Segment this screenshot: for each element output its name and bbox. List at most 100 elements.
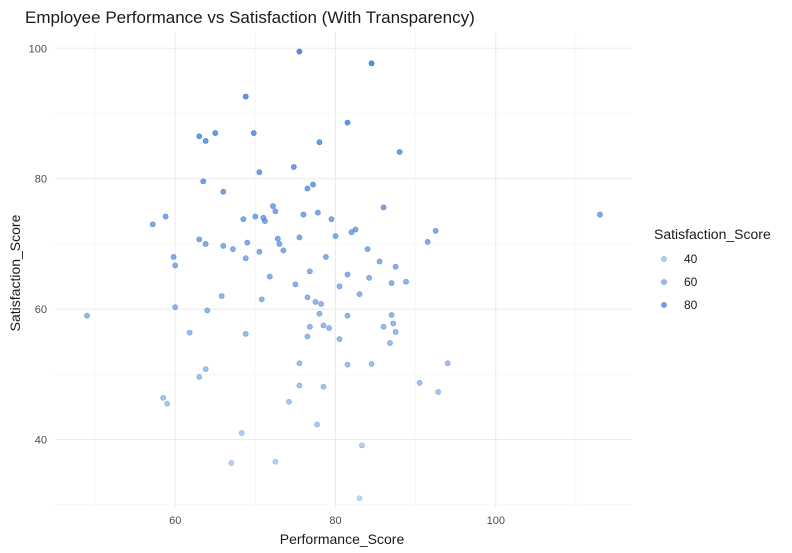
scatter-point — [424, 239, 431, 245]
scatter-point — [252, 213, 259, 220]
x-tick-label: 80 — [329, 515, 341, 527]
scatter-point — [304, 294, 311, 301]
scatter-point — [274, 235, 281, 242]
scatter-point — [304, 333, 311, 340]
scatter-point — [310, 181, 316, 188]
scatter-point — [170, 254, 177, 260]
scatter-point — [220, 188, 227, 195]
scatter-point — [320, 383, 327, 390]
y-tick-label: 40 — [35, 435, 47, 447]
scatter-point — [162, 213, 169, 220]
scatter-point — [388, 280, 395, 286]
major-gridlines — [55, 32, 632, 508]
scatter-point — [296, 382, 303, 389]
scatter-point — [359, 442, 365, 449]
scatter-point — [356, 291, 363, 298]
scatter-point — [244, 239, 251, 246]
legend-key — [661, 279, 667, 285]
scatter-point — [316, 310, 323, 317]
scatter-point — [200, 178, 207, 185]
scatter-point — [432, 227, 439, 234]
scatter-point — [364, 246, 371, 253]
scatter-point — [380, 204, 387, 211]
scatter-point — [296, 360, 303, 367]
scatter-point — [202, 366, 209, 373]
scatter-point — [242, 331, 249, 337]
scatter-point — [392, 263, 399, 270]
scatter-point — [296, 234, 303, 241]
scatter-point — [149, 221, 156, 228]
scatter-point — [276, 241, 283, 247]
scatter-point — [172, 262, 179, 269]
scatter-point — [356, 495, 363, 502]
scatter-point — [316, 139, 323, 146]
scatter-point — [336, 336, 343, 343]
scatter-point — [258, 296, 265, 303]
scatter-point — [306, 268, 313, 275]
legend-label: 40 — [684, 252, 698, 266]
scatter-point — [336, 283, 343, 290]
scatter-point — [314, 209, 321, 216]
scatter-point — [322, 254, 329, 260]
legend-label: 80 — [684, 298, 698, 312]
scatter-point — [304, 185, 311, 192]
scatter-point — [388, 312, 395, 318]
scatter-point — [218, 293, 225, 299]
scatter-point — [272, 208, 279, 215]
scatter-point — [328, 216, 335, 223]
scatter-point — [312, 299, 319, 305]
scatter-point — [266, 273, 273, 280]
scatter-point — [380, 323, 387, 330]
scatter-point — [272, 458, 279, 465]
scatter-point — [403, 278, 409, 285]
legend-title: Satisfaction_Score — [654, 226, 771, 242]
scatter-point — [238, 430, 245, 436]
scatter-point — [387, 340, 393, 346]
scatter-point — [230, 246, 236, 253]
scatter-point — [390, 320, 397, 327]
scatter-point — [196, 133, 203, 140]
scatter-point — [242, 93, 249, 100]
scatter-point — [416, 379, 423, 386]
legend-key — [661, 256, 667, 262]
scatter-point — [202, 137, 209, 144]
y-axis-tick-labels: 40 60 80 100 — [29, 43, 47, 446]
scatter-point — [344, 119, 351, 126]
scatter-point — [348, 229, 355, 236]
scatter-point — [366, 274, 373, 281]
scatter-points — [84, 48, 603, 502]
scatter-point — [196, 374, 203, 380]
scatter-point — [270, 203, 276, 209]
scatter-point — [292, 281, 299, 288]
scatter-point — [84, 312, 90, 319]
legend-key — [661, 302, 667, 308]
scatter-point — [344, 361, 351, 368]
scatter-point — [172, 304, 179, 311]
scatter-point — [228, 460, 235, 466]
scatter-point — [376, 258, 383, 265]
scatter-point — [286, 398, 292, 405]
scatter-point — [220, 242, 227, 249]
scatter-point — [368, 360, 375, 367]
scatter-point — [256, 169, 263, 176]
scatter-point — [290, 164, 297, 170]
chart-title: Employee Performance vs Satisfaction (Wi… — [25, 8, 475, 27]
minor-gridlines — [55, 32, 632, 508]
scatter-point — [262, 218, 268, 224]
scatter-point — [256, 248, 263, 255]
scatter-point — [435, 389, 441, 395]
scatter-point — [368, 60, 375, 67]
scatter-point — [597, 211, 603, 218]
scatter-point — [186, 329, 193, 336]
legend: Satisfaction_Score 40 60 80 — [654, 226, 771, 312]
x-tick-label: 100 — [487, 515, 505, 527]
scatter-point — [240, 216, 247, 223]
scatter-point — [204, 307, 211, 314]
scatter-point — [320, 322, 327, 329]
y-axis-title: Satisfaction_Score — [7, 214, 23, 331]
scatter-point — [196, 236, 203, 243]
legend-label: 60 — [684, 275, 698, 289]
scatter-point — [344, 271, 351, 278]
scatter-point — [300, 211, 307, 218]
